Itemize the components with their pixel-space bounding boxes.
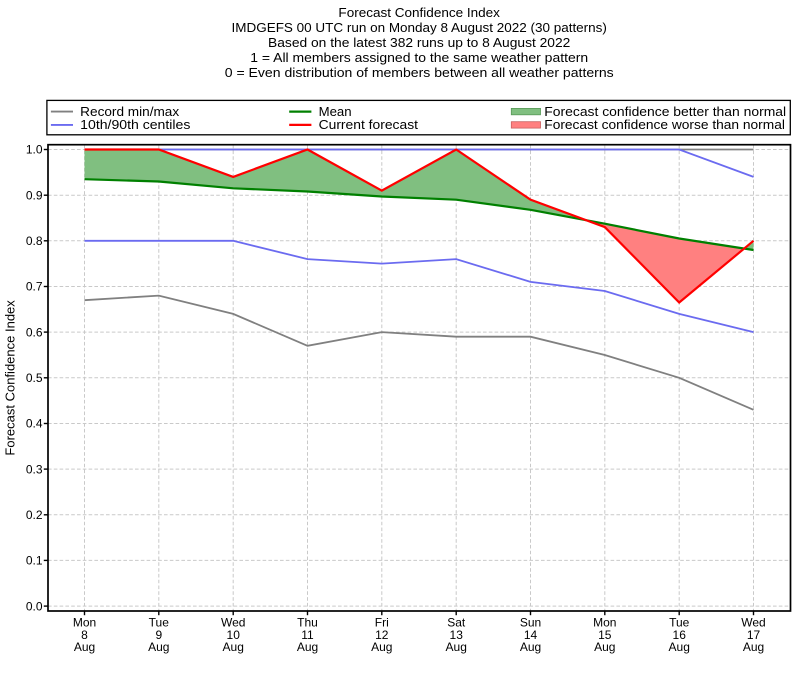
svg-text:10th/90th centiles: 10th/90th centiles <box>80 117 191 132</box>
svg-text:0.1: 0.1 <box>26 554 43 568</box>
svg-text:0.0: 0.0 <box>26 599 43 613</box>
svg-text:Current forecast: Current forecast <box>319 117 419 132</box>
svg-text:0.6: 0.6 <box>26 325 43 339</box>
svg-text:0.7: 0.7 <box>26 280 43 294</box>
svg-text:Forecast Confidence Index: Forecast Confidence Index <box>338 5 500 20</box>
svg-text:0.5: 0.5 <box>26 371 43 385</box>
svg-text:Forecast Confidence Index: Forecast Confidence Index <box>3 300 18 456</box>
svg-text:IMDGEFS 00 UTC run on Monday 8: IMDGEFS 00 UTC run on Monday 8 August 20… <box>232 20 607 35</box>
svg-text:0.4: 0.4 <box>26 417 43 431</box>
svg-text:Mean: Mean <box>319 104 352 119</box>
svg-text:1 = All members assigned to th: 1 = All members assigned to the same wea… <box>250 50 588 65</box>
svg-text:0.3: 0.3 <box>26 462 43 476</box>
svg-text:Forecast confidence worse than: Forecast confidence worse than normal <box>544 117 785 132</box>
svg-text:Based on the latest 382 runs u: Based on the latest 382 runs up to 8 Aug… <box>268 35 570 50</box>
svg-text:Forecast confidence better tha: Forecast confidence better than normal <box>544 104 786 119</box>
svg-text:0.2: 0.2 <box>26 508 43 522</box>
svg-text:0 = Even distribution of membe: 0 = Even distribution of members between… <box>225 65 614 80</box>
svg-text:0.8: 0.8 <box>26 234 43 248</box>
svg-text:Record min/max: Record min/max <box>80 104 179 119</box>
svg-text:0.9: 0.9 <box>26 188 43 202</box>
svg-text:1.0: 1.0 <box>26 143 43 157</box>
